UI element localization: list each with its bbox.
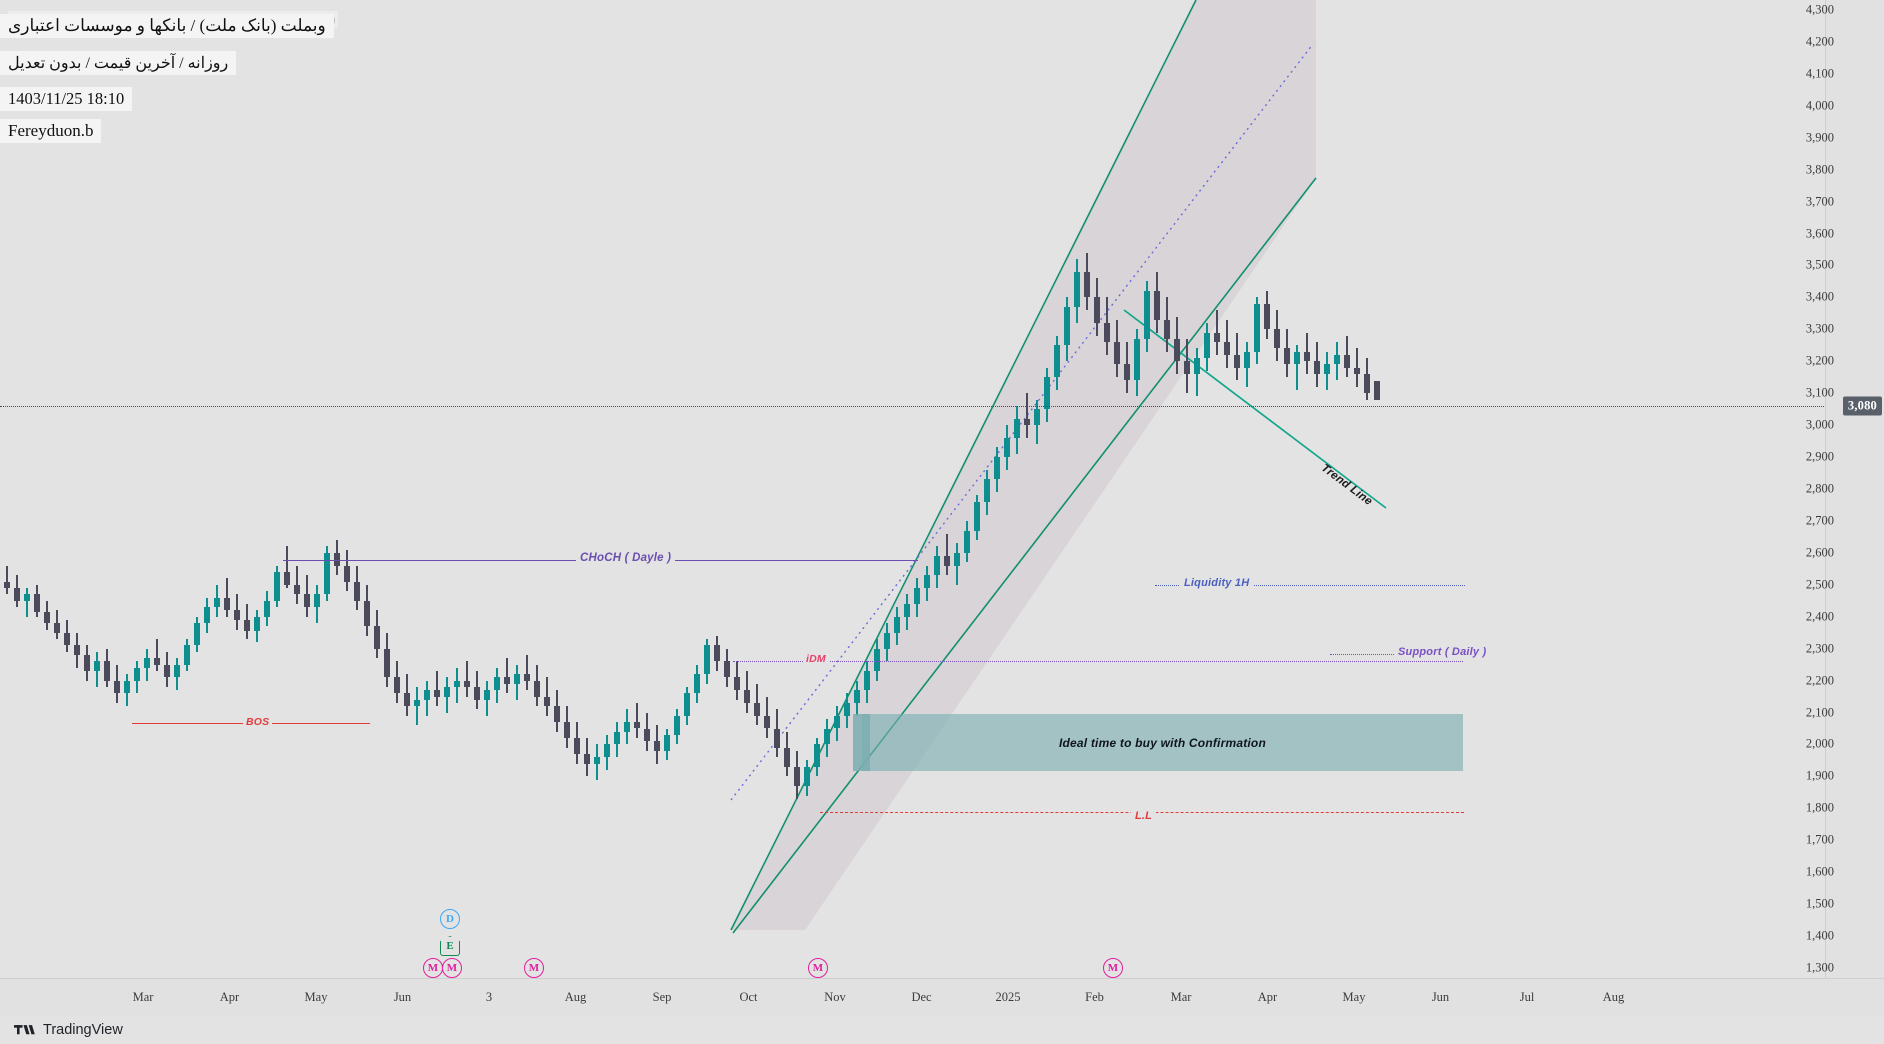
time-axis-tick: May bbox=[1342, 990, 1366, 1004]
time-axis-tick: Feb bbox=[1085, 990, 1104, 1004]
time-axis-tick: 2025 bbox=[995, 990, 1021, 1004]
time-axis-tick: Apr bbox=[1257, 990, 1278, 1004]
symbol-title: وبملت (بانک ملت) / بانکها و موسسات اعتبا… bbox=[0, 14, 334, 38]
price-axis-tick: 2,500 bbox=[1805, 577, 1834, 592]
price-axis-tick: 2,300 bbox=[1805, 641, 1834, 656]
chart-plot-area[interactable]: CHoCH ( Dayle ) Liquidity 1H Support ( D… bbox=[0, 0, 1826, 978]
price-axis-tick: 2,600 bbox=[1805, 545, 1834, 560]
event-marker-split[interactable]: M bbox=[423, 958, 443, 978]
price-axis-tick: 4,100 bbox=[1805, 66, 1834, 81]
price-axis-tick: 2,400 bbox=[1805, 609, 1834, 624]
price-axis-tick: 1,300 bbox=[1805, 960, 1834, 975]
time-axis-tick: Sep bbox=[652, 990, 672, 1004]
price-axis-tick: 1,400 bbox=[1805, 928, 1834, 943]
time-axis-tick: 3 bbox=[485, 990, 493, 1004]
time-axis[interactable]: Mar Apr May Jun 3 Aug Sep Oct Nov Dec 2025 Feb Mar Ap… bbox=[0, 978, 1884, 1017]
tradingview-logo[interactable]: TradingView bbox=[14, 1022, 123, 1038]
event-marker-split[interactable]: M bbox=[524, 958, 544, 978]
idm-label: iDM bbox=[803, 653, 829, 665]
time-axis-tick: Mar bbox=[1170, 990, 1192, 1004]
price-axis-tick: 3,400 bbox=[1805, 289, 1834, 304]
candlestick-series bbox=[4, 252, 1380, 799]
price-axis-tick: 2,000 bbox=[1805, 736, 1834, 751]
price-axis-tick: 3,800 bbox=[1805, 162, 1834, 177]
price-axis-tick: 2,900 bbox=[1805, 449, 1834, 464]
price-axis-tick: 3,500 bbox=[1805, 257, 1834, 272]
buy-zone-label: Ideal time to buy with Confirmation bbox=[1058, 735, 1266, 750]
choch-label: CHoCH ( Dayle ) bbox=[576, 552, 676, 564]
price-axis-tick: 2,200 bbox=[1805, 673, 1834, 688]
price-axis-tick: 2,100 bbox=[1805, 705, 1834, 720]
price-axis-tick: 3,300 bbox=[1805, 321, 1834, 336]
time-axis-tick: Jul bbox=[1519, 990, 1535, 1004]
time-axis-tick: Mar bbox=[132, 990, 154, 1004]
price-axis-tick: 3,900 bbox=[1805, 130, 1834, 145]
footer-bar: TradingView bbox=[0, 1016, 1884, 1044]
channel-lower-line bbox=[732, 177, 1317, 934]
event-marker-split[interactable]: M bbox=[1103, 958, 1123, 978]
tradingview-mark-icon bbox=[14, 1025, 35, 1035]
price-axis-tick: 3,700 bbox=[1805, 194, 1834, 209]
price-axis-tick: 3,600 bbox=[1805, 226, 1834, 241]
price-axis-tick: 1,900 bbox=[1805, 768, 1834, 783]
price-axis-tick: 1,600 bbox=[1805, 864, 1834, 879]
time-axis-tick: Dec bbox=[911, 990, 932, 1004]
price-axis-tick: 3,100 bbox=[1805, 385, 1834, 400]
support-label: Support ( Daily ) bbox=[1394, 646, 1491, 658]
idm-line[interactable] bbox=[733, 661, 1463, 662]
price-axis-tick: 3,000 bbox=[1805, 417, 1834, 432]
event-marker-earnings[interactable]: E bbox=[440, 936, 460, 956]
time-axis-tick: Oct bbox=[739, 990, 758, 1004]
last-price-badge: 3,080 bbox=[1842, 396, 1882, 416]
liquidity-line[interactable] bbox=[1155, 585, 1465, 586]
price-axis-tick: 4,200 bbox=[1805, 34, 1834, 49]
price-axis-tick: 2,800 bbox=[1805, 481, 1834, 496]
price-axis-tick: 2,700 bbox=[1805, 513, 1834, 528]
time-axis-tick: Jun bbox=[393, 990, 412, 1004]
price-axis-tick: 1,700 bbox=[1805, 832, 1834, 847]
last-price-line bbox=[0, 406, 1826, 407]
time-axis-tick: Nov bbox=[824, 990, 846, 1004]
price-axis-tick: 4,300 bbox=[1805, 2, 1834, 17]
buy-zone-rectangle[interactable]: Ideal time to buy with Confirmation bbox=[862, 714, 1463, 771]
price-axis[interactable]: 4,300 4,200 4,100 4,000 3,900 3,800 3,700 3,600… bbox=[1806, 0, 1884, 978]
price-axis-tick: 4,000 bbox=[1805, 98, 1834, 113]
buy-zone-origin-block bbox=[853, 714, 870, 771]
price-axis-tick: 1,500 bbox=[1805, 896, 1834, 911]
time-axis-tick: Jun bbox=[1431, 990, 1450, 1004]
chart-datetime: 1403/11/25 18:10 bbox=[0, 87, 133, 111]
event-marker-split[interactable]: M bbox=[442, 958, 462, 978]
event-marker-dividend[interactable]: D bbox=[440, 909, 460, 929]
time-axis-tick: Apr bbox=[219, 990, 240, 1004]
tradingview-wordmark: TradingView bbox=[43, 1022, 123, 1038]
event-marker-split[interactable]: M bbox=[808, 958, 828, 978]
time-axis-tick: Aug bbox=[564, 990, 587, 1004]
ll-label: L.L bbox=[1131, 810, 1157, 822]
chart-subtitle: روزانه / آخرین قیمت / بدون تعدیل bbox=[0, 51, 237, 75]
price-axis-tick: 3,200 bbox=[1805, 353, 1834, 368]
time-axis-tick: May bbox=[304, 990, 328, 1004]
time-axis-tick: Aug bbox=[1602, 990, 1625, 1004]
parallel-channel-fill bbox=[731, 0, 1316, 930]
chart-author: Fereyduon.b bbox=[0, 119, 102, 143]
price-axis-tick: 1,800 bbox=[1805, 800, 1834, 815]
liquidity-label: Liquidity 1H bbox=[1180, 577, 1254, 589]
bos-label: BOS bbox=[243, 716, 273, 728]
